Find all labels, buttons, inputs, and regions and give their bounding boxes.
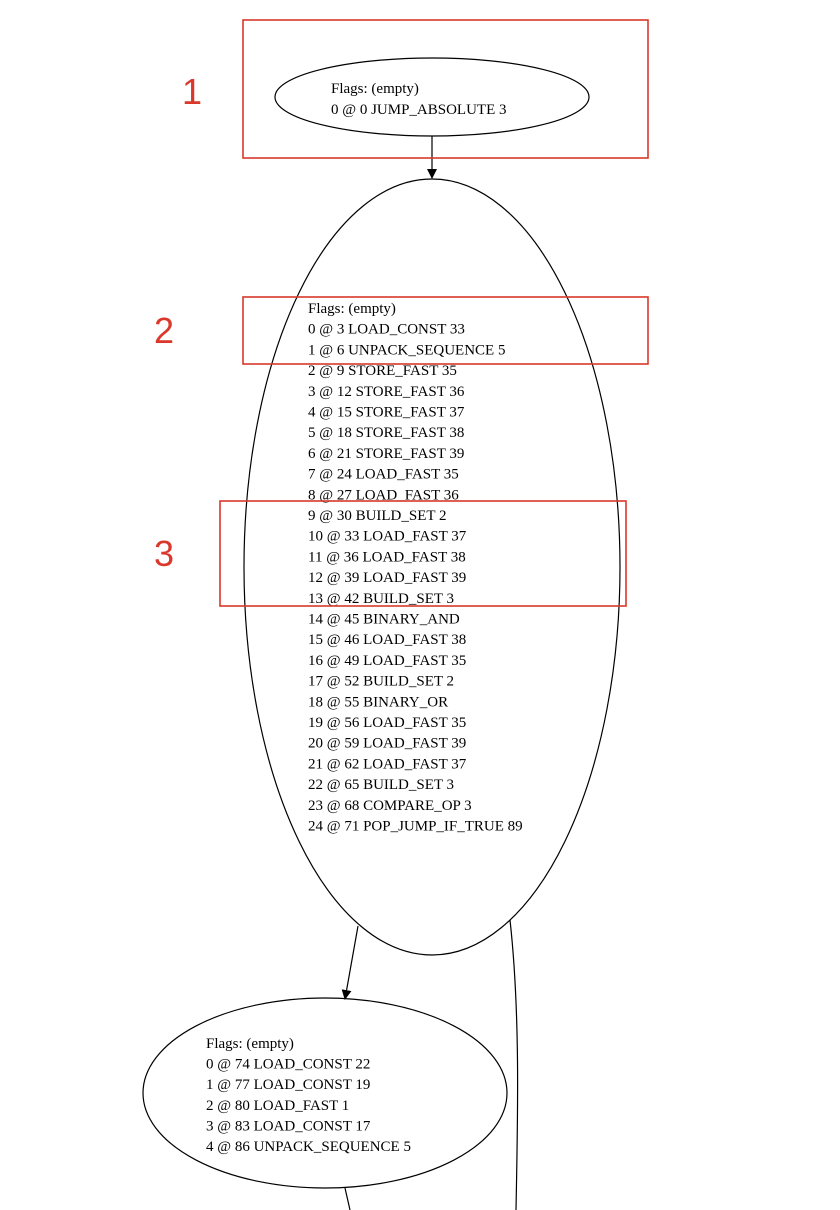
node-block-2-line: 15 @ 46 LOAD_FAST 38 [308,632,466,648]
node-block-2-line: 4 @ 15 STORE_FAST 37 [308,405,465,421]
node-block-1-line: 0 @ 0 JUMP_ABSOLUTE 3 [331,102,507,118]
node-block-2-line: 12 @ 39 LOAD_FAST 39 [308,570,466,586]
node-block-1-line: Flags: (empty) [331,81,419,97]
node-block-3-line: 4 @ 86 UNPACK_SEQUENCE 5 [206,1139,411,1155]
highlight-box-1 [242,19,649,159]
node-block-2-line: 8 @ 27 LOAD_FAST 36 [308,487,459,503]
node-block-2-line: 1 @ 6 UNPACK_SEQUENCE 5 [308,342,505,358]
node-block-3-shape [142,997,508,1189]
node-block-2-line: 20 @ 59 LOAD_FAST 39 [308,736,466,752]
node-block-1-shape [274,57,590,137]
node-block-2-line: 18 @ 55 BINARY_OR [308,694,448,710]
edge-block2-to-block3 [341,925,359,1000]
node-block-2-line: 23 @ 68 COMPARE_OP 3 [308,798,472,814]
edge-block2-to-jump-target [509,919,519,1210]
node-block-2-line: 14 @ 45 BINARY_AND [308,612,460,628]
edge-block3-out [344,1187,351,1210]
callout-labels: 1 2 3 [154,71,202,574]
node-block-3-line: 2 @ 80 LOAD_FAST 1 [206,1098,349,1114]
callout-label-2: 2 [154,310,174,351]
node-block-2-line: 10 @ 33 LOAD_FAST 37 [308,529,467,545]
node-block-2-line: Flags: (empty) [308,301,396,317]
node-block-2-line: 19 @ 56 LOAD_FAST 35 [308,715,466,731]
node-block-2-line: 6 @ 21 STORE_FAST 39 [308,446,464,462]
node-block-2-line: 16 @ 49 LOAD_FAST 35 [308,653,466,669]
highlight-box-3 [219,500,627,607]
node-block-2-line: 17 @ 52 BUILD_SET 2 [308,674,454,690]
callout-label-1: 1 [182,71,202,112]
node-block-3-line: 3 @ 83 LOAD_CONST 17 [206,1118,371,1134]
node-block-2: Flags: (empty) 0 @ 3 LOAD_CONST 33 1 @ 6 U… [243,178,621,956]
node-block-2-line: 2 @ 9 STORE_FAST 35 [308,363,457,379]
node-block-2-line: 11 @ 36 LOAD_FAST 38 [308,549,466,565]
callout-label-3: 3 [154,533,174,574]
node-block-2-line: 3 @ 12 STORE_FAST 36 [308,384,465,400]
node-block-2-line: 13 @ 42 BUILD_SET 3 [308,591,454,607]
node-block-3: Flags: (empty) 0 @ 74 LOAD_CONST 22 1 @ 77… [142,997,508,1189]
node-block-2-line: 22 @ 65 BUILD_SET 3 [308,777,454,793]
node-block-2-line: 24 @ 71 POP_JUMP_IF_TRUE 89 [308,819,523,835]
node-block-2-line: 0 @ 3 LOAD_CONST 33 [308,322,465,338]
node-block-3-line: Flags: (empty) [206,1036,294,1052]
node-block-1: Flags: (empty) 0 @ 0 JUMP_ABSOLUTE 3 [274,57,590,137]
node-block-2-line: 7 @ 24 LOAD_FAST 35 [308,467,459,483]
node-block-2-line: 21 @ 62 LOAD_FAST 37 [308,756,467,772]
node-block-3-line: 1 @ 77 LOAD_CONST 19 [206,1077,370,1093]
edges [341,136,519,1210]
node-block-2-line: 9 @ 30 BUILD_SET 2 [308,508,447,524]
node-block-2-shape [243,178,621,956]
highlight-boxes [219,19,649,607]
node-block-2-line: 5 @ 18 STORE_FAST 38 [308,425,464,441]
highlight-box-2 [242,296,649,365]
node-block-3-line: 0 @ 74 LOAD_CONST 22 [206,1057,370,1073]
